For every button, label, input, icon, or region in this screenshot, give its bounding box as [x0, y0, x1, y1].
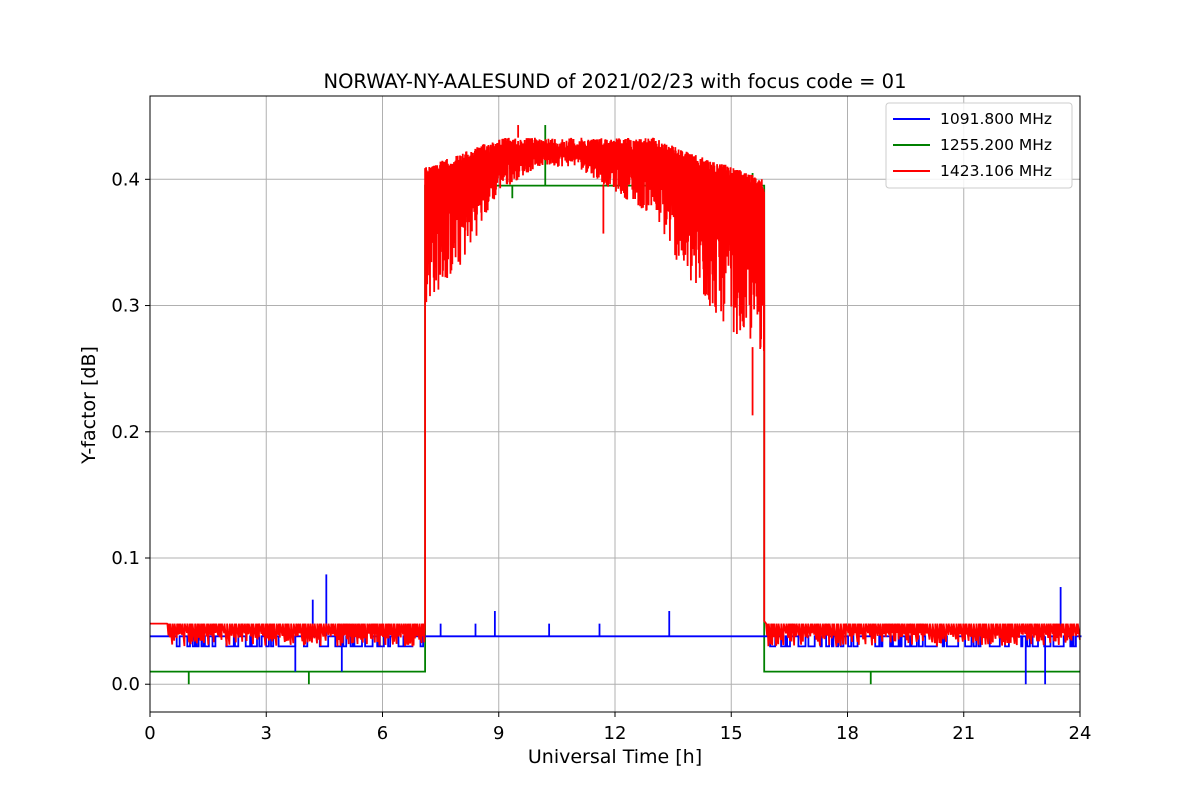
legend-box: [885, 102, 1073, 189]
x-tick-label: 24: [1069, 723, 1092, 744]
series-line-red: [150, 137, 1081, 647]
legend-label: 1255.200 MHz: [940, 136, 1052, 154]
x-tick-label: 6: [377, 723, 388, 744]
chart-title: NORWAY-NY-AALESUND of 2021/02/23 with fo…: [324, 70, 907, 93]
y-tick-label: 0.3: [111, 296, 140, 317]
legend-label: 1091.800 MHz: [940, 110, 1052, 128]
x-tick-label: 3: [261, 723, 272, 744]
x-tick-label: 15: [720, 723, 743, 744]
y-tick-label: 0.1: [111, 548, 140, 569]
legend: 1091.800 MHz 1255.200 MHz 1423.106 MHz: [885, 102, 1073, 189]
y-tick-label: 0.4: [111, 169, 140, 190]
series-1423-106-mhz: [150, 125, 1081, 647]
y-tick-label: 0.0: [111, 674, 140, 695]
legend-label: 1423.106 MHz: [940, 162, 1052, 180]
y-axis-label: Y-factor [dB]: [78, 346, 100, 465]
ticks: 0 3 6 9 12 15 18 21 24 0.0 0.1 0.2 0.3 0.4: [111, 169, 1091, 744]
x-tick-label: 0: [144, 723, 155, 744]
x-tick-label: 12: [604, 723, 627, 744]
x-axis-label: Universal Time [h]: [528, 746, 702, 768]
series-lines: [150, 125, 1082, 685]
y-tick-label: 0.2: [111, 422, 140, 443]
x-tick-label: 9: [493, 723, 504, 744]
series-line-green: [150, 184, 1080, 673]
x-tick-label: 18: [836, 723, 859, 744]
x-tick-label: 21: [952, 723, 975, 744]
